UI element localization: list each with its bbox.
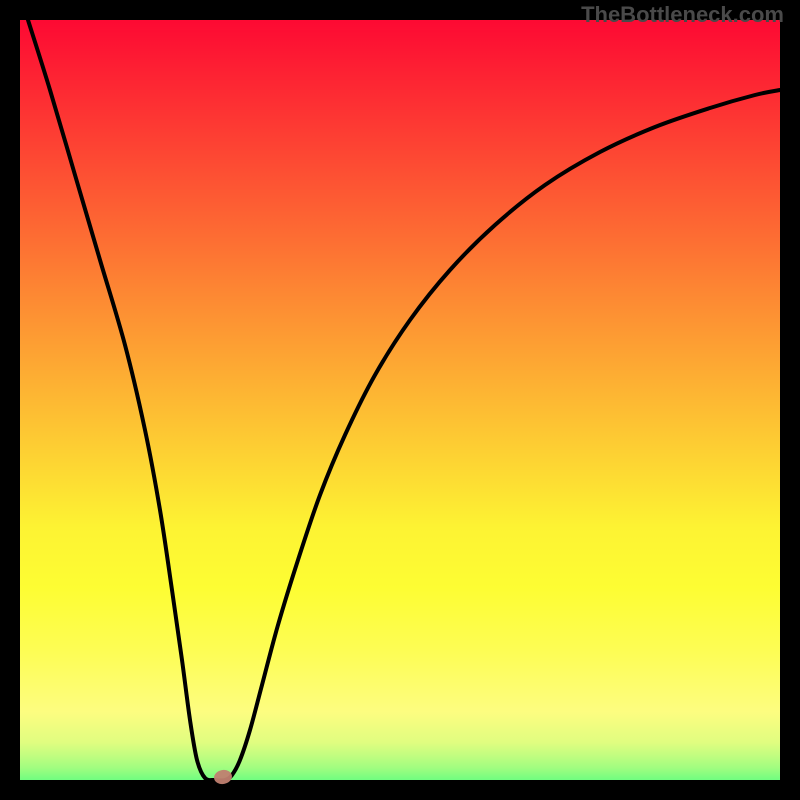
gradient-background: [0, 0, 800, 800]
watermark-text: TheBottleneck.com: [581, 2, 784, 28]
chart-container: { "chart": { "type": "line", "width": 80…: [0, 0, 800, 800]
border-right: [780, 0, 800, 800]
border-bottom: [0, 780, 800, 800]
border-left: [0, 0, 20, 800]
